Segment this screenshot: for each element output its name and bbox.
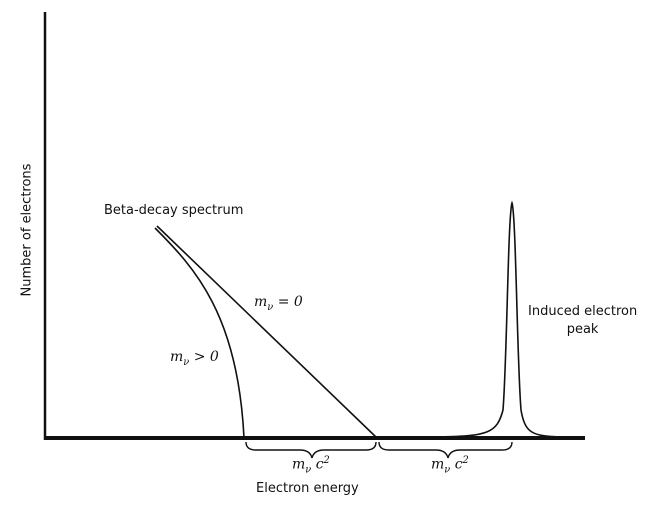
massless-curve-label: mν = 0 <box>254 295 303 313</box>
massless-condition: = 0 <box>273 294 303 310</box>
nu-subscript: ν <box>267 301 274 313</box>
nu-subscript: ν <box>305 464 312 476</box>
nu-subscript: ν <box>183 356 190 368</box>
exponent: 2 <box>462 455 469 466</box>
massive-condition: > 0 <box>189 349 219 365</box>
brace-left <box>245 441 377 459</box>
induced-peak-label: Induced electron peak <box>528 303 637 338</box>
c-symbol: c <box>450 456 463 473</box>
x-axis-label: Electron energy <box>256 481 359 496</box>
brace-right <box>378 441 513 459</box>
induced-peak-label-line1: Induced electron <box>528 304 638 319</box>
y-axis-label: Number of electrons <box>19 163 35 297</box>
exponent: 2 <box>323 455 330 466</box>
mass-symbol: m <box>292 456 306 473</box>
massless-spectrum-curve <box>156 225 378 439</box>
massive-spectrum-curve <box>154 227 245 439</box>
induced-peak-label-line2: peak <box>566 321 599 337</box>
mass-symbol: m <box>254 294 268 310</box>
massive-curve-label: mν > 0 <box>170 350 219 368</box>
brace-left-label: mν c2 <box>292 456 330 475</box>
beta-spectrum-label: Beta-decay spectrum <box>104 203 244 218</box>
c-symbol: c <box>311 456 324 473</box>
mass-symbol: m <box>170 349 184 365</box>
induced-electron-peak <box>439 200 561 438</box>
nu-subscript: ν <box>444 464 451 476</box>
brace-right-label: mν c2 <box>431 456 469 475</box>
mass-symbol: m <box>431 456 445 473</box>
